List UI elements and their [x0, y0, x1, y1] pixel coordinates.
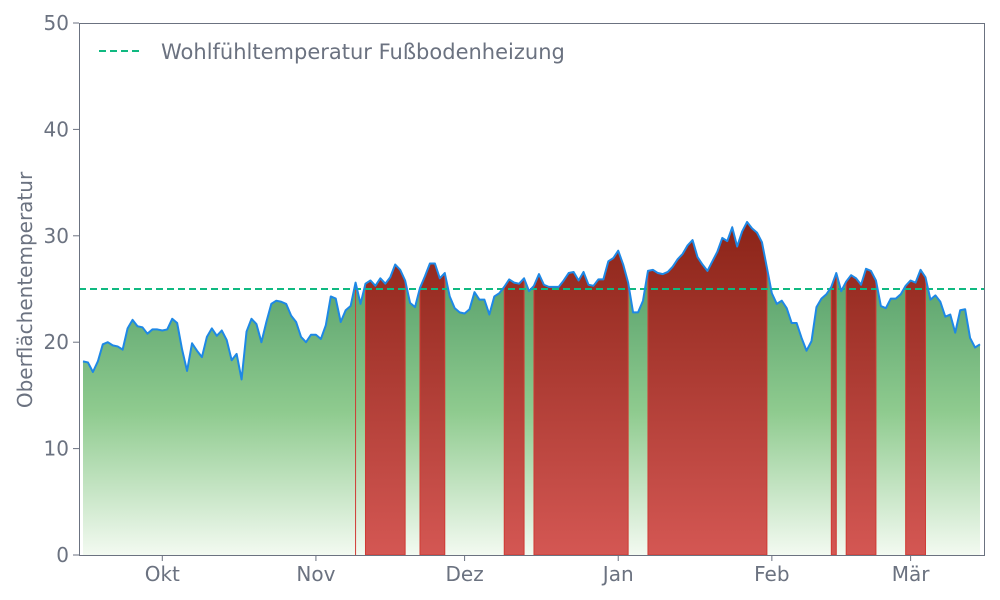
x-tick-label: Mär [892, 562, 931, 586]
temperature-line [82, 220, 981, 381]
area-above-threshold [845, 268, 877, 556]
y-tick-label: 20 [44, 330, 69, 354]
area-above-threshold [503, 277, 525, 556]
legend: Wohlfühltemperatur Fußbodenheizung [99, 40, 565, 64]
y-tick-label: 0 [56, 543, 69, 567]
area-above-threshold [419, 262, 446, 556]
area-above-threshold [830, 272, 837, 556]
y-axis: 0 10 20 30 40 50 [44, 11, 79, 567]
y-axis-label: Oberflächentemperatur [13, 171, 37, 408]
x-tick-label: Okt [145, 562, 180, 586]
x-tick-label: Nov [296, 562, 335, 586]
y-tick-label: 30 [44, 224, 69, 248]
legend-entry-threshold: Wohlfühltemperatur Fußbodenheizung [161, 40, 565, 64]
plot-area [79, 220, 985, 556]
area-below-threshold [83, 221, 980, 555]
plot-frame [79, 23, 985, 556]
area-above-threshold [533, 249, 629, 556]
area-above-threshold [905, 268, 926, 556]
x-tick-label: Jan [601, 562, 634, 586]
x-tick-label: Feb [754, 562, 789, 586]
x-axis: Okt Nov Dez Jan Feb Mär [145, 555, 931, 586]
area-above-threshold [364, 263, 406, 556]
x-tick-label: Dez [445, 562, 483, 586]
axes [79, 23, 985, 556]
y-tick-label: 40 [44, 117, 69, 141]
y-tick-label: 50 [44, 11, 69, 35]
y-tick-label: 10 [44, 437, 69, 461]
